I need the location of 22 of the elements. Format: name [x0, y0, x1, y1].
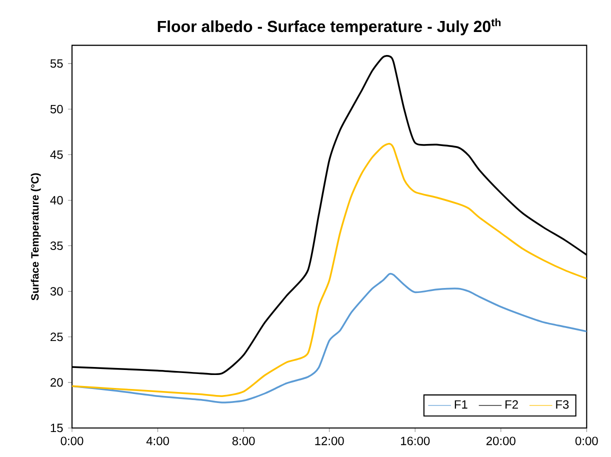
y-tick-label: 55: [50, 59, 63, 68]
y-tick-label: 45: [50, 150, 63, 159]
x-tick-label: 0:00: [575, 436, 598, 446]
x-tick-label: 20:00: [486, 436, 516, 446]
line-series: [72, 142, 587, 397]
x-tick-label: 16:00: [401, 436, 430, 446]
x-tick-label: 0:00: [60, 436, 84, 446]
y-tick-label: 40: [50, 196, 63, 204]
y-tick-label: 35: [50, 242, 63, 250]
y-axis-title: Surface Temperature (°C): [30, 173, 41, 300]
y-tick-label: 50: [50, 104, 63, 114]
chart-title: Floor albedo - Surface temperature - July 20$^{th}$: [158, 18, 501, 36]
legend-label: F1: [454, 400, 468, 409]
y-tick-label: 20: [50, 378, 63, 387]
legend-label: F2: [506, 400, 518, 409]
x-tick-label: 4:00: [146, 436, 169, 446]
y-tick-label: 15: [50, 424, 63, 432]
x-tick-label: 12:00: [315, 436, 344, 446]
legend-label: F3: [556, 400, 569, 409]
y-tick-label: 30: [50, 287, 63, 296]
y-tick-label: 25: [50, 332, 63, 342]
x-tick-label: 8:00: [232, 436, 255, 446]
